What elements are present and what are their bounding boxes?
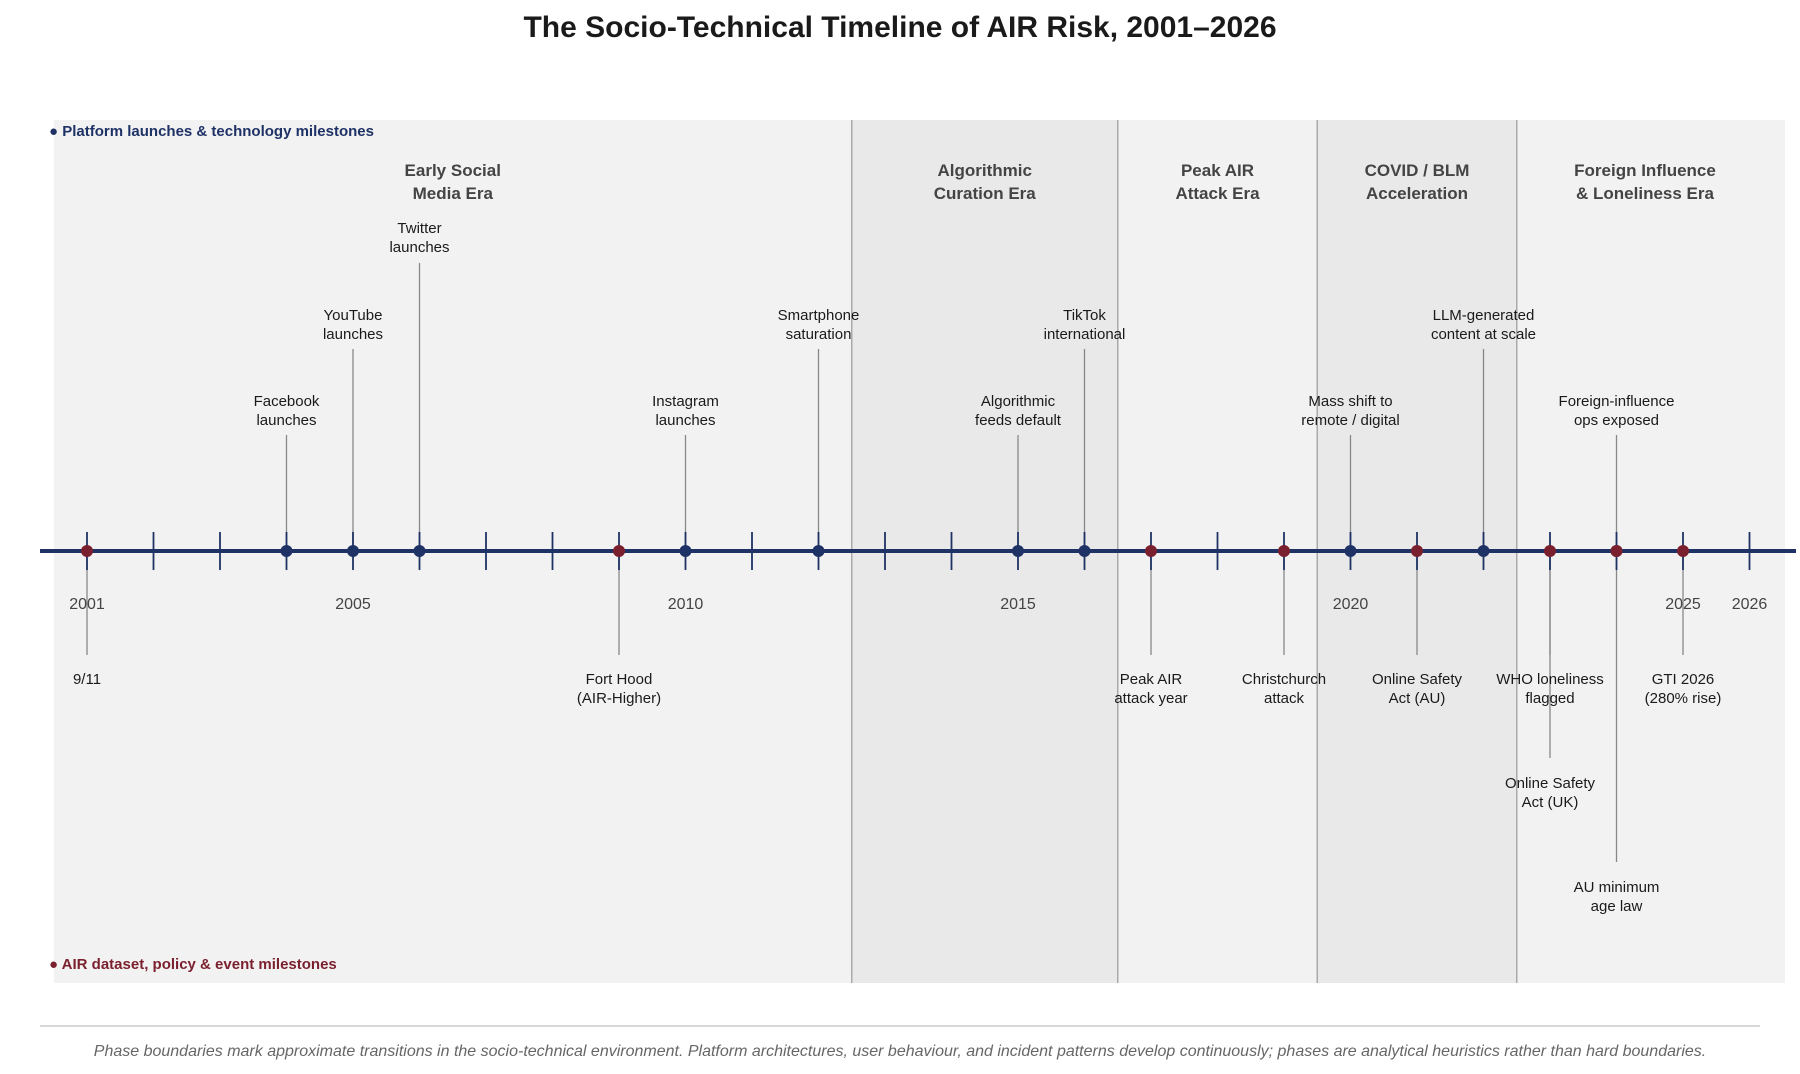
year-label-2020: 2020 (1333, 596, 1369, 613)
event-markers (81, 545, 1689, 557)
tech-event-label-6: Algorithmic feeds default (975, 393, 1062, 429)
tech-marker-7 (1078, 545, 1091, 557)
tech-marker-3 (413, 545, 426, 557)
policy-marker-4 (1278, 545, 1290, 557)
policy-marker-6 (1544, 545, 1556, 557)
tech-marker-2 (347, 545, 359, 557)
event-labels: Facebook launches YouTube launches Twitter la… (73, 220, 1721, 915)
policy-event-label-6: WHO loneliness flagged (1496, 671, 1604, 707)
year-label-2010: 2010 (668, 596, 704, 613)
year-label-2026: 2026 (1732, 596, 1768, 613)
phase-label-1: Early Social Media Era (405, 161, 501, 203)
tech-marker-6 (1012, 545, 1024, 557)
tech-marker-8 (1344, 545, 1357, 557)
tech-marker-4 (679, 545, 692, 557)
phase-label-4: COVID / BLM Acceleration (1365, 161, 1470, 203)
phase-label-2: Algorithmic Curation Era (934, 161, 1037, 203)
tech-event-label-8: Mass shift to remote / digital (1301, 393, 1399, 429)
policy-event-label-5: Online Safety Act (AU) (1372, 671, 1463, 707)
policy-event-label-3: Peak AIR attack year (1114, 671, 1187, 707)
phase-label-3: Peak AIR Attack Era (1175, 161, 1260, 203)
policy-marker-9 (1677, 545, 1689, 557)
tech-event-label-10: Foreign-influence ops exposed (1559, 393, 1675, 429)
year-label-2005: 2005 (335, 596, 371, 613)
policy-marker-3 (1145, 545, 1157, 557)
tech-event-label-2: YouTube launches (323, 307, 383, 343)
policy-event-label-9: GTI 2026 (280% rise) (1645, 671, 1722, 707)
phase-label-5: Foreign Influence & Loneliness Era (1574, 161, 1716, 203)
policy-marker-2 (613, 545, 625, 557)
tech-marker-9 (1477, 545, 1490, 557)
figure-title: The Socio-Technical Timeline of AIR Risk… (523, 11, 1276, 44)
tech-marker-1 (280, 545, 293, 557)
policy-event-label-2: Fort Hood (AIR-Higher) (577, 671, 661, 707)
policy-event-label-7: Online Safety Act (UK) (1505, 775, 1596, 811)
tech-event-label-5: Smartphone saturation (778, 307, 860, 343)
policy-event-label-1: 9/11 (73, 671, 101, 688)
tech-marker-5 (812, 545, 825, 557)
tech-event-label-1: Facebook launches (254, 393, 320, 429)
legend-policy-milestones: ● AIR dataset, policy & event milestones (49, 956, 337, 973)
policy-event-label-4: Christchurch attack (1242, 671, 1326, 707)
year-label-2001: 2001 (69, 596, 105, 613)
policy-event-label-8: AU minimum age law (1574, 879, 1660, 915)
tech-event-label-4: Instagram launches (652, 393, 719, 429)
year-label-2025: 2025 (1665, 596, 1701, 613)
footnote: Phase boundaries mark approximate transi… (94, 1043, 1706, 1060)
policy-marker-1 (81, 545, 93, 557)
policy-marker-5 (1411, 545, 1423, 557)
tech-event-label-9: LLM-generated content at scale (1431, 307, 1536, 343)
policy-marker-8 (1610, 545, 1623, 557)
year-label-2015: 2015 (1000, 596, 1036, 613)
tech-event-label-3: Twitter launches (389, 220, 449, 256)
legend-tech-milestones: ● Platform launches & technology milesto… (49, 123, 374, 140)
tech-event-label-7: TikTok international (1044, 307, 1126, 343)
